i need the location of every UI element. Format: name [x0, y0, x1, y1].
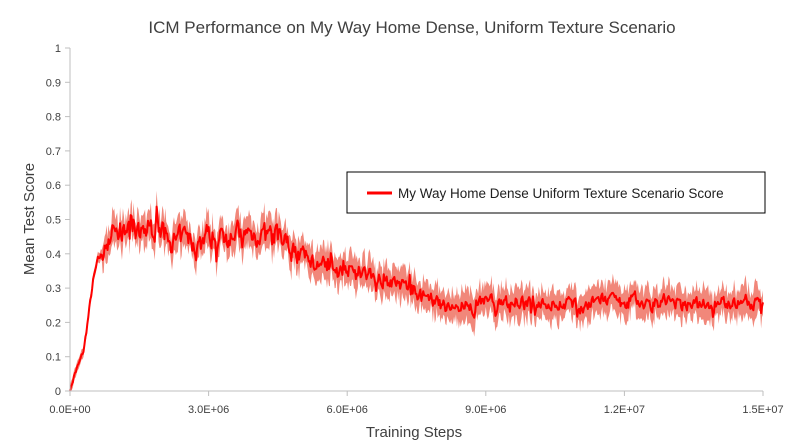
x-tick-label: 6.0E+06 [327, 404, 368, 416]
y-axis-ticks: 0 0.1 0.2 0.3 0.4 0.5 0.6 0.7 0.8 0.9 1 [46, 43, 70, 398]
y-tick-label: 0.8 [46, 112, 61, 124]
y-tick-label: 1 [55, 43, 61, 55]
y-tick-label: 0.9 [46, 77, 61, 89]
y-tick-label: 0.7 [46, 146, 61, 158]
chart-title: ICM Performance on My Way Home Dense, Un… [148, 18, 675, 37]
x-tick-label: 3.0E+06 [188, 404, 229, 416]
x-tick-label: 1.5E+07 [742, 404, 783, 416]
y-tick-label: 0.5 [46, 215, 61, 227]
x-tick-label: 9.0E+06 [465, 404, 506, 416]
legend-box [346, 171, 766, 214]
y-tick-label: 0.4 [46, 249, 61, 261]
series-line-layer [69, 205, 764, 392]
legend-label: My Way Home Dense Uniform Texture Scenar… [398, 186, 724, 201]
y-tick-label: 0 [55, 386, 61, 398]
x-tick-label: 0.0E+00 [49, 404, 90, 416]
y-tick-label: 0.3 [46, 283, 61, 295]
series-line [69, 205, 764, 392]
y-tick-label: 0.1 [46, 352, 61, 364]
x-axis-label: Training Steps [366, 424, 462, 441]
legend: My Way Home Dense Uniform Texture Scenar… [346, 171, 766, 214]
x-tick-label: 1.2E+07 [604, 404, 645, 416]
y-axis-label: Mean Test Score [21, 163, 38, 275]
y-tick-label: 0.6 [46, 180, 61, 192]
x-axis-ticks: 0.0E+00 3.0E+06 6.0E+06 9.0E+06 1.2E+07 1.5E+… [49, 391, 784, 416]
y-tick-label: 0.2 [46, 317, 61, 329]
